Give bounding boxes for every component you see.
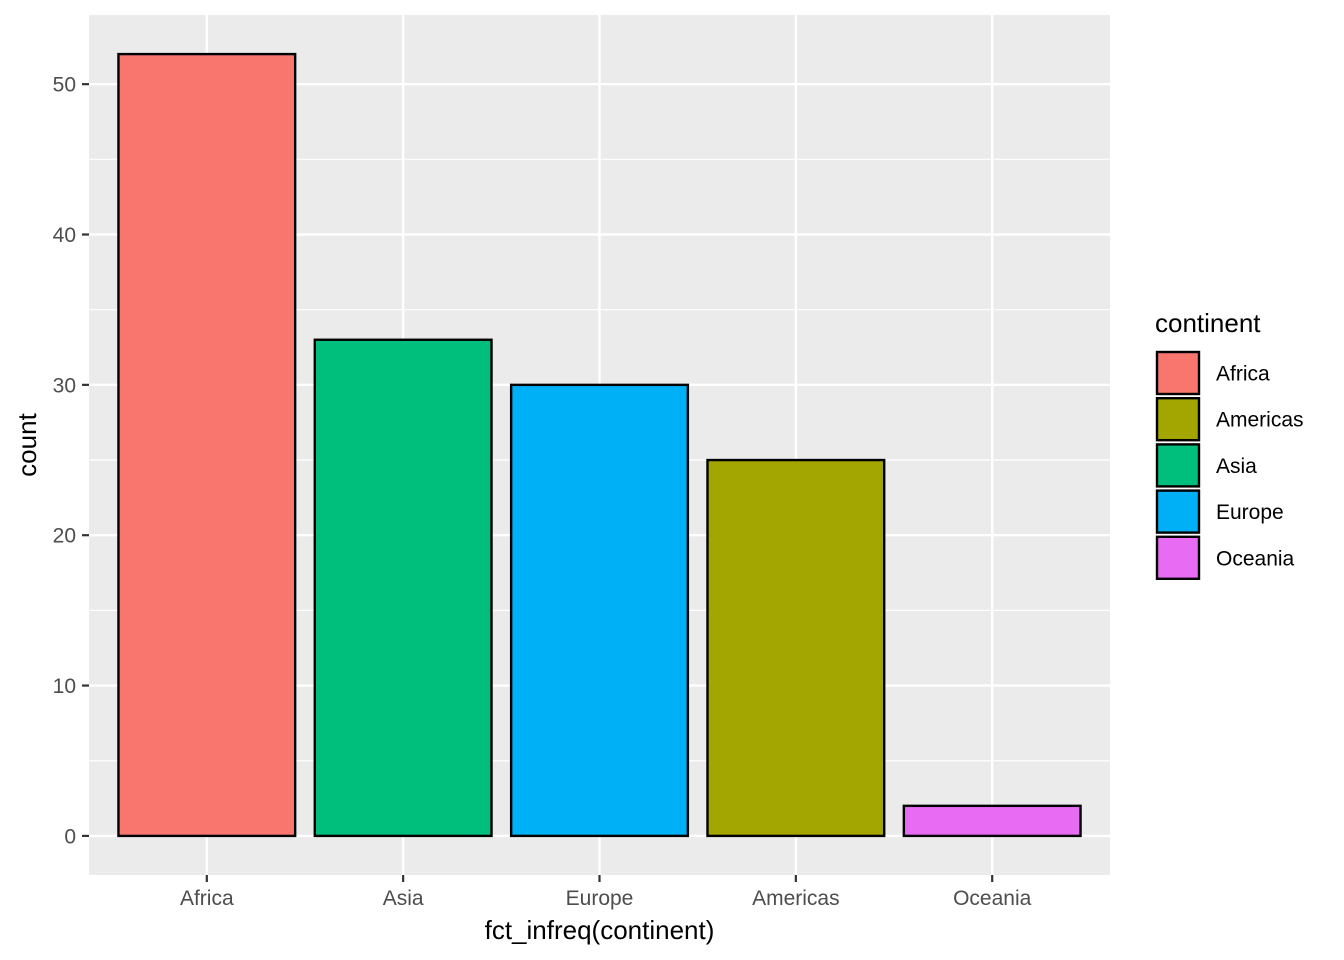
legend-label-africa: Africa — [1216, 363, 1270, 386]
legend-label-europe: Europe — [1216, 501, 1284, 524]
bar-oceania — [902, 804, 1082, 838]
y-tick-label: 30 — [53, 374, 76, 397]
legend-key-asia — [1155, 443, 1201, 488]
x-axis: Africa Asia Europe Americas Oceania — [180, 875, 1032, 910]
x-tick-label: Africa — [180, 887, 234, 910]
bars-layer — [117, 52, 1082, 838]
legend-key-africa — [1155, 350, 1201, 396]
x-axis-title: fct_infreq(continent) — [485, 915, 715, 945]
x-tick-label: Europe — [566, 887, 634, 910]
y-tick-label: 20 — [53, 525, 76, 548]
legend-key-oceania — [1155, 535, 1201, 580]
x-tick-label: Americas — [752, 887, 840, 910]
legend-label-americas: Americas — [1216, 409, 1304, 432]
bar-europe — [509, 383, 690, 838]
legend-key-europe — [1155, 489, 1201, 534]
x-tick-label: Oceania — [953, 887, 1032, 910]
y-tick-label: 50 — [53, 74, 76, 97]
y-tick-label: 40 — [53, 224, 76, 247]
bar-asia — [313, 338, 493, 838]
bar-americas — [706, 458, 886, 838]
y-tick-label: 0 — [64, 825, 76, 848]
y-tick-label: 10 — [53, 675, 76, 698]
legend: continent Africa Americas Asia Europe Oceani… — [1155, 308, 1304, 580]
bar-africa — [117, 52, 297, 838]
legend-label-oceania: Oceania — [1216, 547, 1295, 570]
legend-title: continent — [1155, 308, 1261, 338]
legend-label-asia: Asia — [1216, 455, 1257, 478]
legend-key-americas — [1155, 397, 1201, 442]
y-axis-title: count — [12, 412, 42, 476]
y-axis: 0 10 20 30 40 50 — [53, 74, 89, 848]
x-tick-label: Asia — [383, 887, 424, 910]
